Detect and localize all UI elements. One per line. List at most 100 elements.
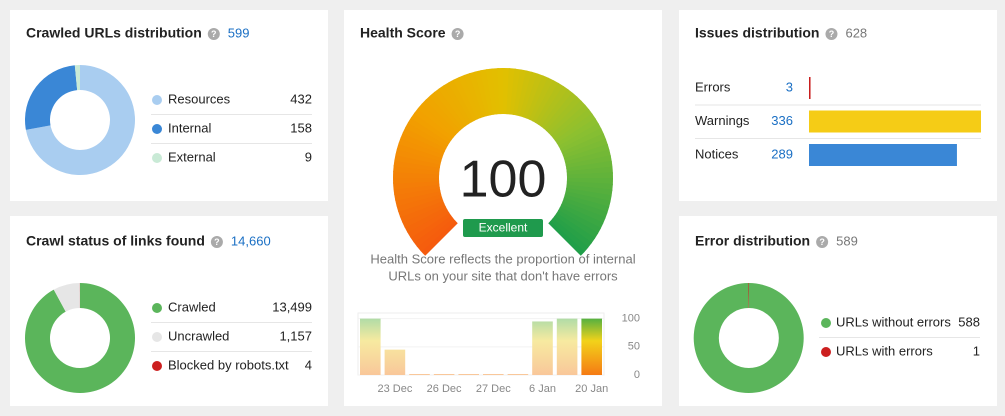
gauge-slice <box>406 209 450 238</box>
gauge-slice <box>565 155 612 169</box>
panel-total: 599 <box>228 25 250 40</box>
gauge-slice <box>532 79 560 124</box>
gauge-slice <box>552 108 593 142</box>
gauge-slice <box>409 212 452 243</box>
legend-dot <box>152 124 162 134</box>
panel-title: Crawled URLs distribution <box>26 25 202 41</box>
history-bar <box>458 374 479 375</box>
help-icon-mark: ? <box>829 29 835 39</box>
panel-total: 14,660 <box>231 233 271 248</box>
history-bar <box>433 374 455 375</box>
history-bar <box>360 318 381 375</box>
help-icon <box>816 236 829 248</box>
history-bar <box>507 374 529 375</box>
gauge-slice <box>550 104 590 139</box>
gauge-slice <box>563 144 610 163</box>
gauge-slice <box>433 88 467 129</box>
legend-value: 9 <box>305 149 312 164</box>
panel-total: 589 <box>836 233 858 248</box>
description: URLs on your site that don't have errors <box>388 268 618 283</box>
help-icon <box>825 28 838 40</box>
gauge-slice <box>394 187 441 201</box>
legend-label: External <box>168 149 216 164</box>
gauge-slice <box>414 107 454 141</box>
gauge-slice <box>554 212 596 244</box>
gauge-slice <box>398 137 444 159</box>
rating-label: Excellent <box>479 221 528 235</box>
gauge-slice <box>438 84 469 127</box>
issue-value: 3 <box>786 79 793 94</box>
y-tick-label: 0 <box>634 369 640 381</box>
legend-label: Internal <box>168 120 211 135</box>
gauge-slice <box>560 128 605 153</box>
gauge-slice <box>393 183 440 196</box>
issue-bar <box>809 110 981 133</box>
gauge-slice <box>429 91 464 131</box>
panel-title: Error distribution <box>695 233 810 249</box>
gauge-slice <box>556 118 600 147</box>
gauge-slice <box>413 214 454 248</box>
gauge-slice <box>552 215 592 249</box>
x-tick-label: 23 Dec <box>377 383 412 395</box>
gauge-slice <box>396 142 443 162</box>
gauge-slice <box>395 190 442 207</box>
legend-dot <box>152 303 162 313</box>
gauge-slice <box>453 76 478 121</box>
history-bar <box>532 321 553 375</box>
gauge-slice <box>485 68 498 115</box>
x-tick-label: 20 Jan <box>575 383 608 395</box>
gauge-slice <box>421 99 459 136</box>
gauge-slice <box>566 172 614 180</box>
gauge-slice <box>392 176 440 184</box>
legend-value: 13,499 <box>272 299 312 314</box>
gauge-arc <box>392 67 614 256</box>
legend-dot <box>152 95 162 105</box>
help-icon <box>451 28 464 40</box>
donut-segment <box>53 283 80 312</box>
history-bar <box>581 318 602 375</box>
help-icon-mark: ? <box>819 237 825 247</box>
gauge-slice <box>410 112 452 144</box>
gauge-slice <box>556 210 599 240</box>
gauge-slice <box>549 218 589 253</box>
gauge-slice <box>559 204 604 230</box>
gauge-slice <box>474 70 491 117</box>
help-icon <box>210 236 223 248</box>
legend-value: 432 <box>290 91 312 106</box>
gauge-slice <box>557 207 602 235</box>
gauge-slice <box>545 96 582 134</box>
gauge-slice <box>529 77 555 122</box>
help-icon-mark: ? <box>455 29 461 39</box>
history-bar <box>409 374 430 375</box>
panel-title: Issues distribution <box>695 25 819 41</box>
help-icon-mark: ? <box>211 29 217 39</box>
gauge-slice <box>537 85 569 127</box>
gauge-slice <box>480 69 494 116</box>
legend-label: Resources <box>168 91 231 106</box>
legend-value: 158 <box>290 120 312 135</box>
issue-value: 336 <box>771 113 793 128</box>
issue-bar <box>809 144 957 166</box>
gauge-slice <box>563 194 610 214</box>
donut-segment <box>693 283 804 393</box>
help-icon-mark: ? <box>214 237 220 247</box>
donut-segment <box>25 283 136 394</box>
issue-value: 289 <box>771 146 793 161</box>
rating-badge <box>463 219 543 237</box>
panel-title: Health Score <box>360 25 446 41</box>
gauge-slice <box>519 71 539 118</box>
help-icon <box>207 28 220 40</box>
description: Health Score reflects the proportion of … <box>370 251 635 266</box>
gauge-slice <box>397 196 444 218</box>
gauge-slice <box>399 200 445 223</box>
issue-label: Warnings <box>695 113 750 128</box>
gauge-slice <box>564 149 611 166</box>
gauge-slice <box>562 138 609 160</box>
legend-label: URLs without errors <box>836 314 951 329</box>
history-bar <box>556 318 578 375</box>
gauge-slice <box>443 81 472 125</box>
gauge-slice <box>417 103 457 138</box>
gauge-slice <box>448 79 475 123</box>
gauge-slice <box>561 133 607 156</box>
